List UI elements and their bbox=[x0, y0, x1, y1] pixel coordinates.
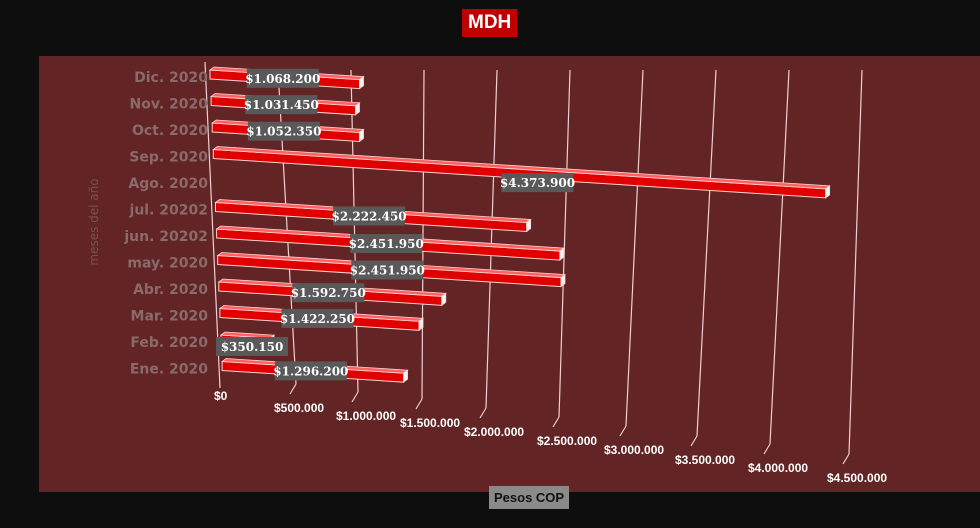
y-axis-line bbox=[204, 61, 221, 389]
data-label: $1.592.750 bbox=[291, 286, 366, 300]
data-label: $1.068.200 bbox=[245, 72, 320, 86]
chart-title: MDH bbox=[462, 9, 518, 37]
x-tick-label: $1.500.000 bbox=[400, 416, 460, 430]
y-tick-label: Nov. 2020 bbox=[130, 97, 209, 113]
data-label: $2.451.950 bbox=[349, 237, 424, 251]
data-label-box bbox=[281, 308, 354, 328]
bar-end bbox=[559, 247, 565, 261]
x-tick-label: $2.000.000 bbox=[464, 425, 524, 439]
gridline-tick bbox=[690, 435, 698, 447]
x-tick-label: $3.500.000 bbox=[675, 453, 735, 467]
data-label: $350.150 bbox=[221, 340, 284, 354]
data-label-box bbox=[333, 206, 406, 226]
gridline-tick bbox=[415, 398, 423, 410]
x-tick-label: $0 bbox=[214, 389, 228, 403]
data-label-box bbox=[350, 234, 423, 254]
data-label: $2.451.950 bbox=[350, 264, 425, 278]
bar-end bbox=[359, 75, 364, 90]
gridline-tick bbox=[479, 407, 487, 419]
y-tick-label: Dic. 2020 bbox=[134, 70, 208, 86]
bar-end bbox=[418, 317, 424, 332]
data-label: $1.422.250 bbox=[280, 312, 355, 326]
gridline bbox=[485, 69, 498, 409]
y-tick-label: Feb. 2020 bbox=[130, 335, 208, 351]
gridline bbox=[558, 69, 571, 418]
y-tick-label: Sep. 2020 bbox=[129, 150, 208, 166]
data-label-box bbox=[245, 95, 318, 115]
gridline bbox=[350, 69, 359, 393]
data-label-box bbox=[247, 121, 320, 141]
gridline-tick bbox=[351, 391, 359, 403]
gridline-tick bbox=[289, 383, 297, 395]
bar-end bbox=[560, 273, 566, 288]
gridline-tick bbox=[552, 416, 560, 428]
x-tick-label: $1.000.000 bbox=[336, 409, 396, 423]
bar-end bbox=[359, 128, 364, 143]
y-tick-label: may. 2020 bbox=[127, 256, 208, 272]
gridline bbox=[769, 69, 790, 445]
data-label-box bbox=[246, 68, 319, 88]
gridline bbox=[625, 69, 644, 427]
x-tick-label: $4.000.000 bbox=[748, 461, 808, 475]
y-tick-label: Abr. 2020 bbox=[133, 282, 208, 298]
data-label: $1.296.200 bbox=[273, 364, 348, 378]
gridline bbox=[848, 69, 863, 455]
data-label-box bbox=[501, 173, 574, 193]
x-tick-label: $4.500.000 bbox=[827, 471, 887, 485]
gridline-tick bbox=[619, 425, 627, 437]
y-tick-label: Ene. 2020 bbox=[130, 362, 208, 378]
x-axis-label: Pesos COP bbox=[489, 486, 570, 509]
data-label: $4.373.900 bbox=[500, 176, 575, 190]
data-label: $1.031.450 bbox=[244, 98, 319, 112]
data-label-box bbox=[351, 260, 424, 280]
y-tick-label: jul. 20202 bbox=[129, 203, 208, 219]
bar-end bbox=[825, 185, 831, 199]
bar-end bbox=[526, 218, 532, 233]
data-label: $1.052.350 bbox=[246, 125, 321, 139]
bar-end bbox=[403, 369, 408, 383]
gridline bbox=[696, 69, 717, 437]
gridline-tick bbox=[763, 443, 771, 455]
gridline bbox=[421, 69, 425, 400]
data-label: $2.222.450 bbox=[331, 210, 406, 224]
bar-end bbox=[441, 292, 447, 307]
x-tick-label: $3.000.000 bbox=[604, 443, 664, 457]
data-label-box bbox=[274, 361, 347, 381]
x-tick-label: $2.500.000 bbox=[537, 434, 597, 448]
x-tick-label: $500.000 bbox=[274, 401, 324, 415]
y-axis-label: meses del año bbox=[87, 178, 101, 265]
data-label-box bbox=[292, 283, 365, 303]
data-label-box bbox=[216, 337, 288, 356]
y-tick-label: jun. 20202 bbox=[123, 229, 208, 245]
y-tick-label: Mar. 2020 bbox=[131, 309, 209, 325]
y-tick-label: Oct. 2020 bbox=[132, 123, 208, 139]
gridline-tick bbox=[842, 453, 850, 465]
bar-end bbox=[355, 101, 360, 116]
y-tick-label: Ago. 2020 bbox=[128, 176, 208, 192]
